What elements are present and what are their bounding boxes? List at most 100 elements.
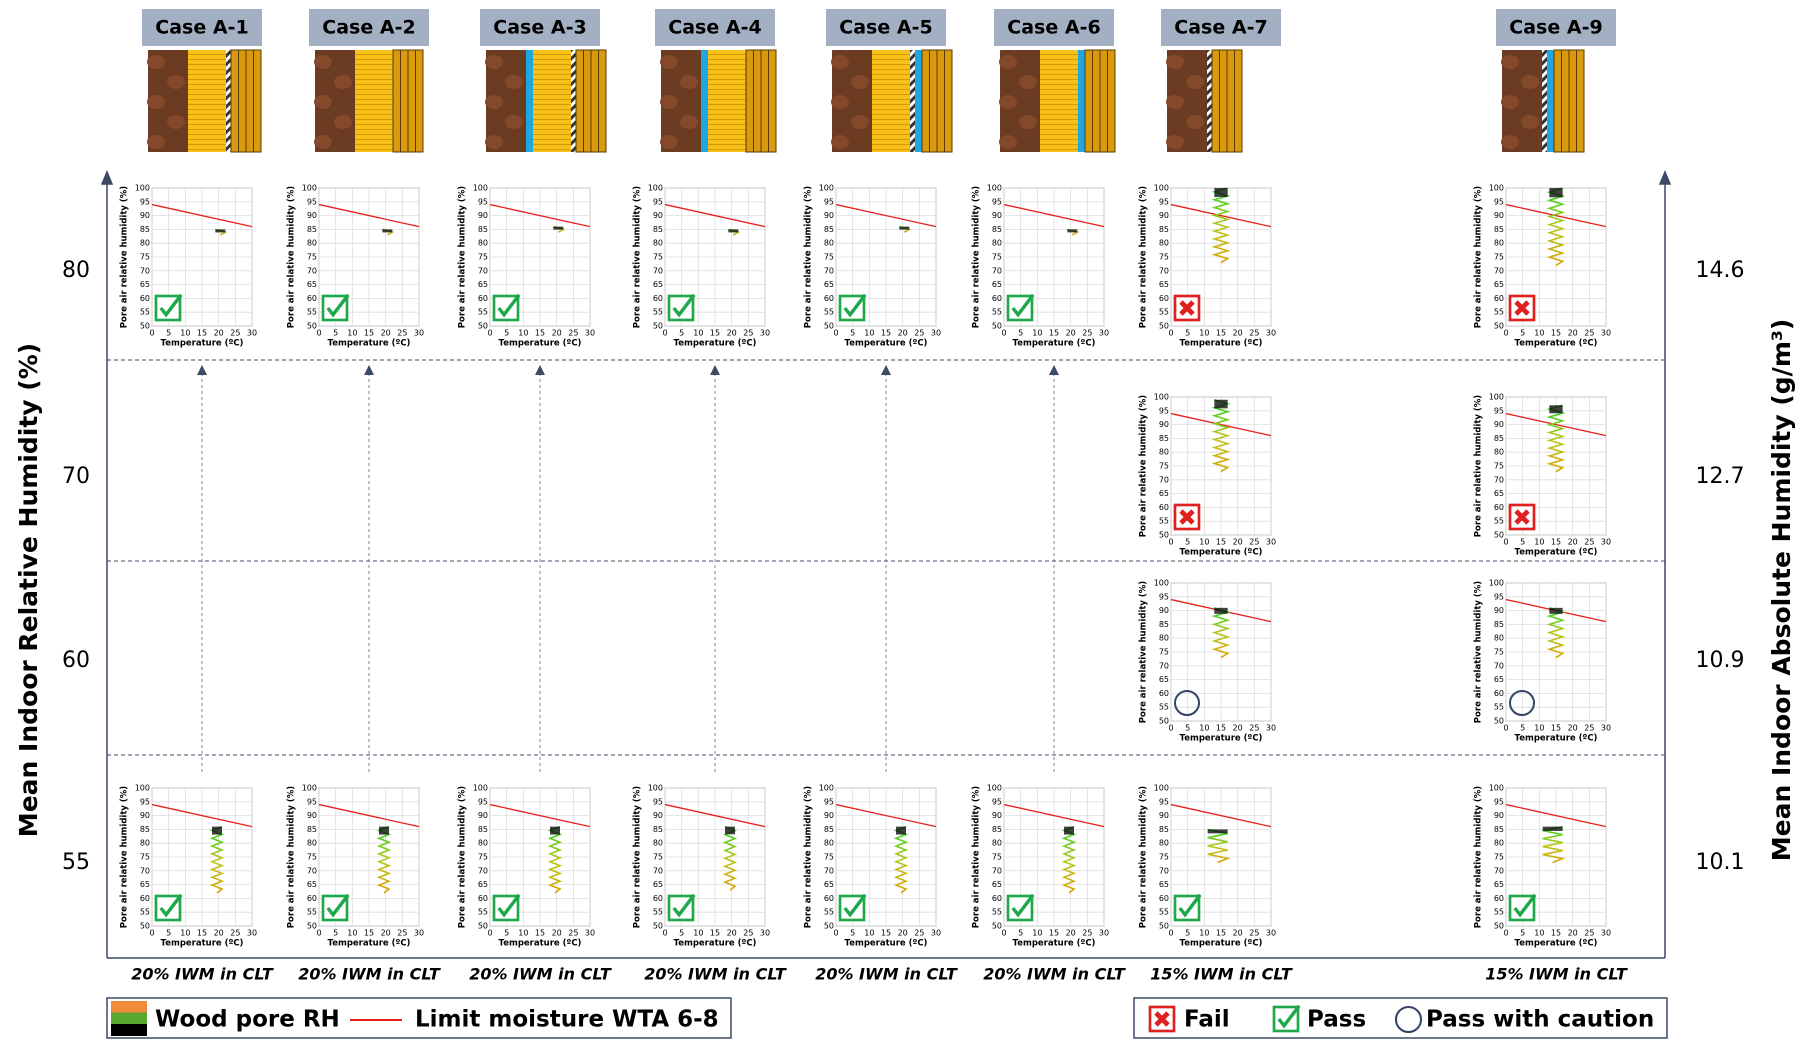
y-tick-label: 70 [1159, 866, 1169, 875]
x-tick-label: 20 [1568, 929, 1578, 938]
y-tick-label: 75 [307, 853, 317, 862]
y-tick-label: 55 [1494, 517, 1504, 526]
x-tick-label: 30 [760, 929, 770, 938]
x-tick-label: 25 [1249, 329, 1259, 338]
x-tick-label: 0 [487, 929, 492, 938]
y-tick-label: 100 [1154, 393, 1169, 402]
y-tick-label: 80 [824, 239, 834, 248]
y-tick-label: 90 [1159, 811, 1169, 820]
y-tick-label: 65 [653, 280, 663, 289]
brick-texture [167, 75, 185, 89]
legend-label: Wood pore RH [155, 1007, 340, 1033]
y-tick-label: 60 [1494, 503, 1504, 512]
y-tick-label: 100 [1154, 579, 1169, 588]
y-tick-label: 85 [824, 225, 834, 234]
y-axis-label: Pore air relative humidity (%) [120, 186, 130, 328]
x-tick-label: 30 [1099, 329, 1109, 338]
rh-cluster [1214, 400, 1227, 409]
x-axis-label: Temperature (ºC) [328, 939, 411, 949]
x-tick-label: 20 [1568, 329, 1578, 338]
x-tick-label: 0 [149, 329, 154, 338]
connector-arrow [710, 365, 720, 375]
x-tick-label: 5 [504, 329, 509, 338]
case-label: Case A-2 [322, 17, 415, 39]
x-tick-label: 30 [1266, 929, 1276, 938]
y-tick-label: 85 [992, 825, 1002, 834]
y-tick-label: 80 [307, 839, 317, 848]
y-tick-label: 95 [307, 797, 317, 806]
x-tick-label: 25 [397, 329, 407, 338]
y-tick-label: 70 [653, 266, 663, 275]
brick-texture [680, 75, 698, 89]
mini-chart: 05101520253050556065707580859095100Tempe… [458, 784, 596, 949]
wall-section [831, 50, 952, 152]
x-tick-label: 20 [552, 929, 562, 938]
right-axis-title: Mean Indoor Absolute Humidity (g/m³) [1767, 319, 1796, 862]
x-tick-label: 30 [931, 929, 941, 938]
x-tick-label: 30 [585, 329, 595, 338]
wall-section [1166, 50, 1242, 152]
y-axis-label: Pore air relative humidity (%) [1474, 581, 1484, 723]
y-tick-label: 90 [140, 811, 150, 820]
y-tick-label: 55 [478, 308, 488, 317]
y-tick-label: 50 [1159, 531, 1169, 540]
x-tick-label: 30 [1266, 329, 1276, 338]
x-axis-label: Temperature (ºC) [1515, 339, 1598, 349]
membrane [571, 50, 576, 152]
x-tick-label: 25 [914, 929, 924, 938]
brick-texture [1501, 95, 1519, 109]
y-tick-label: 95 [653, 797, 663, 806]
rh-cluster [1208, 829, 1228, 833]
y-tick-label: 100 [1489, 184, 1504, 193]
brick-texture [831, 135, 849, 149]
y-tick-label: 50 [307, 922, 317, 931]
y-tick-label: 80 [1159, 448, 1169, 457]
membrane [1207, 50, 1212, 152]
y-tick-label: 55 [478, 908, 488, 917]
rh-cluster [1214, 608, 1227, 614]
y-tick-label: 100 [135, 784, 150, 793]
wall-section [314, 50, 423, 152]
y-tick-label: 85 [1494, 225, 1504, 234]
y-tick-label: 100 [135, 184, 150, 193]
board [1547, 50, 1554, 152]
y-tick-label: 65 [824, 880, 834, 889]
y-tick-label: 85 [307, 825, 317, 834]
y-axis-label: Pore air relative humidity (%) [972, 186, 982, 328]
mini-chart: 05101520253050556065707580859095100Tempe… [804, 184, 942, 349]
y-axis-label: Pore air relative humidity (%) [287, 786, 297, 928]
y-tick-label: 100 [987, 784, 1002, 793]
left-tick-label: 60 [62, 648, 90, 673]
y-tick-label: 65 [1159, 280, 1169, 289]
y-tick-label: 50 [992, 922, 1002, 931]
brick-texture [147, 135, 165, 149]
x-tick-label: 10 [864, 929, 874, 938]
brick-texture [505, 115, 523, 129]
x-tick-label: 20 [1568, 538, 1578, 547]
y-tick-label: 75 [1159, 853, 1169, 862]
y-tick-label: 85 [1159, 620, 1169, 629]
y-tick-label: 95 [1494, 592, 1504, 601]
y-tick-label: 95 [824, 197, 834, 206]
y-tick-label: 100 [473, 784, 488, 793]
brick-texture [485, 95, 503, 109]
x-axis-label: Temperature (ºC) [1180, 939, 1263, 949]
y-tick-label: 95 [1494, 406, 1504, 415]
iwm-label: 15% IWM in CLT [1485, 965, 1628, 984]
x-tick-label: 20 [727, 929, 737, 938]
y-tick-label: 55 [307, 308, 317, 317]
x-tick-label: 5 [679, 929, 684, 938]
x-tick-label: 0 [1168, 538, 1173, 547]
y-tick-label: 60 [1159, 689, 1169, 698]
brick-texture [831, 55, 849, 69]
y-tick-label: 100 [1489, 579, 1504, 588]
rh-cluster [1543, 827, 1563, 831]
y-axis-label: Pore air relative humidity (%) [120, 786, 130, 928]
y-tick-label: 75 [1494, 648, 1504, 657]
y-tick-label: 70 [1494, 475, 1504, 484]
wall-section [999, 50, 1115, 152]
y-tick-label: 90 [307, 211, 317, 220]
rh-cluster [1549, 188, 1562, 197]
x-tick-label: 30 [931, 329, 941, 338]
y-tick-label: 75 [1159, 648, 1169, 657]
